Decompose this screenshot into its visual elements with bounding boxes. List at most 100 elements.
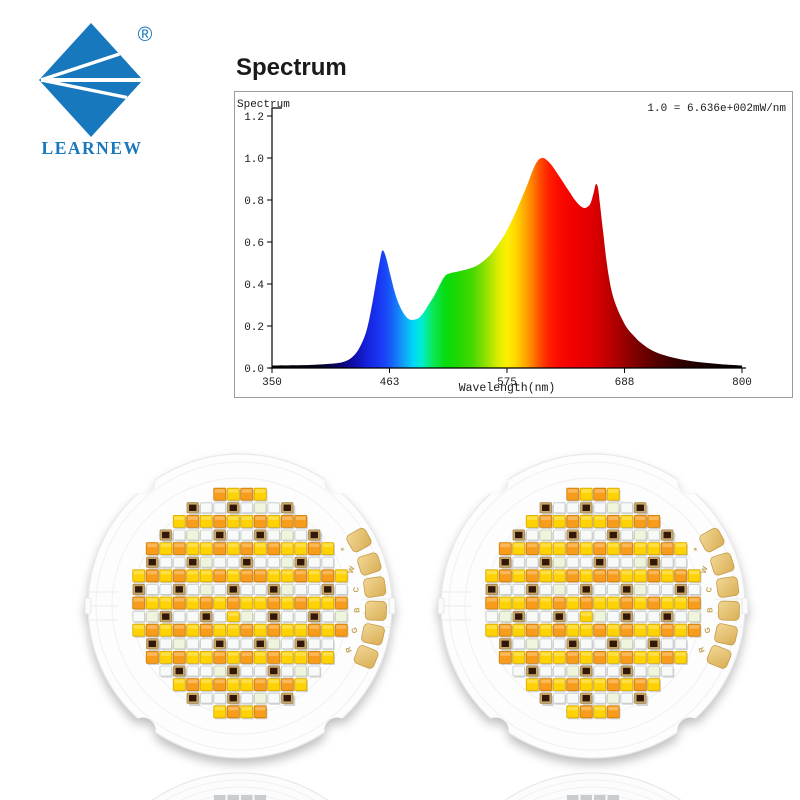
pad-label: W bbox=[699, 564, 710, 574]
chip-highlight bbox=[255, 516, 266, 520]
led-chip-orange bbox=[593, 487, 607, 501]
led-chip-dark bbox=[297, 559, 305, 566]
led-chip-white bbox=[620, 529, 633, 541]
y-tick-label: 0.2 bbox=[244, 322, 264, 334]
led-chip-white bbox=[526, 611, 539, 623]
led-chip-yellow bbox=[606, 650, 620, 664]
led-chip-dark bbox=[162, 531, 170, 539]
led-chip-white bbox=[512, 556, 525, 568]
led-chip-cream bbox=[634, 529, 647, 541]
led-chip-yellow bbox=[253, 623, 267, 637]
led-chip-yellow bbox=[226, 487, 240, 501]
chip-highlight bbox=[214, 625, 225, 629]
led-chip-orange bbox=[172, 569, 186, 583]
led-chip-yellow bbox=[674, 542, 688, 555]
chip-highlight bbox=[268, 652, 279, 656]
led-chip-dark bbox=[528, 586, 536, 593]
chip-highlight bbox=[268, 570, 279, 575]
led-chip-dark bbox=[229, 695, 237, 702]
chip-highlight bbox=[133, 598, 144, 602]
chip-highlight bbox=[147, 570, 158, 575]
chip-highlight bbox=[635, 679, 646, 684]
chip-highlight bbox=[648, 570, 659, 575]
y-tick-label: 1.2 bbox=[244, 112, 264, 124]
chip-highlight bbox=[500, 570, 511, 575]
led-chip-dark bbox=[636, 504, 644, 511]
chip-highlight bbox=[214, 543, 225, 548]
chip-highlight bbox=[621, 625, 632, 629]
led-chip-orange bbox=[172, 542, 186, 555]
chip-highlight bbox=[648, 679, 659, 684]
led-chip-white bbox=[213, 583, 226, 595]
led-chip-yellow bbox=[552, 678, 566, 692]
led-chip-orange bbox=[213, 678, 227, 692]
led-chip-dark bbox=[663, 531, 671, 539]
led-chip-yellow bbox=[240, 705, 254, 719]
led-chip-cream bbox=[634, 583, 647, 595]
chip-highlight bbox=[255, 652, 266, 656]
led-chip-orange bbox=[620, 542, 634, 555]
solder-pads: + W C B G R bbox=[690, 527, 740, 669]
led-chip-yellow bbox=[579, 611, 593, 623]
led-chip-white bbox=[593, 583, 606, 595]
chip-highlight bbox=[689, 570, 700, 575]
chip-highlight bbox=[309, 543, 320, 548]
chip-highlight bbox=[540, 625, 551, 629]
led-chip-white bbox=[647, 611, 660, 623]
led-chip-yellow bbox=[280, 569, 294, 583]
logo-stripes bbox=[40, 52, 143, 100]
led-chip-white bbox=[553, 529, 566, 541]
x-tick-label: 575 bbox=[497, 377, 517, 389]
led-chip-white bbox=[526, 556, 539, 568]
chip-highlight bbox=[500, 598, 511, 602]
led-chip-cream bbox=[688, 611, 701, 623]
led-chip-orange bbox=[566, 650, 580, 664]
led-chip-white bbox=[200, 665, 213, 677]
led-chip-yellow bbox=[539, 623, 553, 637]
led-chip-white bbox=[593, 638, 606, 650]
chip-highlight bbox=[621, 598, 632, 602]
led-chip-dark bbox=[515, 613, 523, 620]
x-tick-label: 688 bbox=[615, 377, 635, 389]
chip-highlight bbox=[268, 543, 279, 548]
solder-pad bbox=[716, 576, 740, 598]
led-chip-orange bbox=[525, 650, 539, 664]
chip-highlight bbox=[594, 625, 605, 629]
led-chip-yellow bbox=[539, 650, 553, 664]
led-chip-cream bbox=[335, 611, 348, 623]
led-chip-orange bbox=[172, 650, 186, 664]
led-chip-dark bbox=[609, 531, 617, 539]
led-chip-white bbox=[186, 583, 199, 595]
chip-highlight bbox=[187, 598, 198, 602]
led-chip-yellow bbox=[267, 569, 281, 583]
brand-logo: ® LEARNEW bbox=[28, 10, 168, 170]
led-chip-white bbox=[308, 583, 321, 595]
chip-highlight bbox=[648, 598, 659, 602]
pad-label: R bbox=[343, 645, 354, 654]
led-chip-yellow bbox=[280, 650, 294, 664]
chip-highlight bbox=[268, 625, 279, 629]
chip-highlight bbox=[282, 516, 293, 520]
led-chip-white bbox=[321, 611, 334, 623]
chip-highlight bbox=[500, 625, 511, 629]
chart-inner-title: Spectrum bbox=[237, 99, 290, 111]
led-chip-dark bbox=[609, 640, 617, 647]
led-chip-cream bbox=[620, 638, 633, 650]
led-chip-yellow bbox=[579, 487, 593, 501]
led-chip-yellow bbox=[145, 596, 159, 610]
chip-highlight bbox=[527, 543, 538, 548]
chip-highlight bbox=[309, 625, 320, 629]
spectrum-plot: 0.0 0.2 0.4 0.6 0.8 1.0 1.2 350 463 575 688 800 Spe… bbox=[237, 99, 786, 395]
chip-highlight bbox=[241, 516, 252, 520]
led-chip-dark bbox=[229, 667, 237, 675]
chip-highlight bbox=[336, 625, 347, 629]
chip-highlight bbox=[608, 679, 619, 684]
led-chip-cream bbox=[254, 502, 267, 514]
led-chip-orange bbox=[240, 542, 254, 555]
led-chip-yellow bbox=[199, 569, 213, 583]
solder-pads: + W C B G R bbox=[337, 527, 387, 669]
breakoff-tab bbox=[84, 597, 92, 615]
led-chip-orange bbox=[552, 623, 566, 637]
led-chip-white bbox=[200, 638, 213, 650]
led-chip-orange bbox=[593, 650, 607, 664]
